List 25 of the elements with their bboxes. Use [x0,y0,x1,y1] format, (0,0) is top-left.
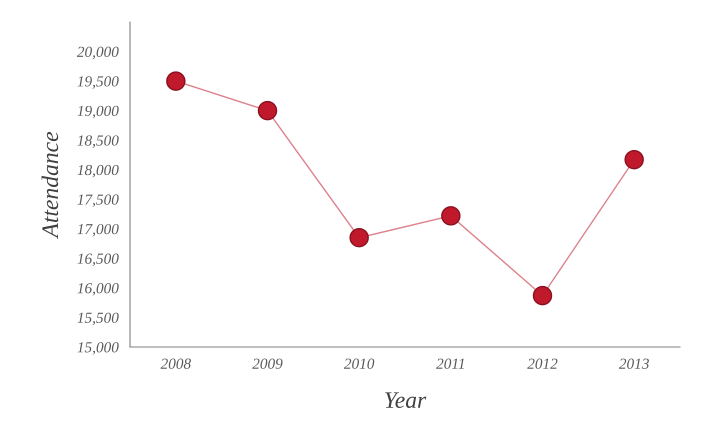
x-tick-label: 2010 [344,358,374,369]
y-tick-label: 19,500 [77,76,119,89]
point [441,206,461,226]
y-tick-label: 18,500 [77,135,119,148]
point [258,100,278,120]
y-tick-label: 16,000 [77,283,119,296]
y-tick-label: 17,000 [77,224,119,236]
y-tick-label: 15,000 [77,342,119,355]
point [624,150,644,170]
x-tick-label: 2008 [160,358,191,369]
x-tick-label: 2009 [252,358,283,369]
x-tick-label: 2011 [436,358,464,369]
y-tick-label: 16,500 [77,254,119,266]
point [349,228,369,248]
x-tick-label: 2012 [527,358,558,369]
x-tick-label: 2013 [618,358,649,369]
y-tick-label: 20,000 [76,46,119,60]
point [532,286,552,306]
point [166,71,186,91]
y-tick-label: 15,500 [77,312,119,326]
x-axis-title: Year [385,392,426,408]
y-axis-title: Attendance [42,132,58,239]
y-tick-label: 19,000 [77,106,119,118]
y-tick-label: 17,500 [77,194,119,207]
y-tick-label: 18,000 [77,164,119,178]
